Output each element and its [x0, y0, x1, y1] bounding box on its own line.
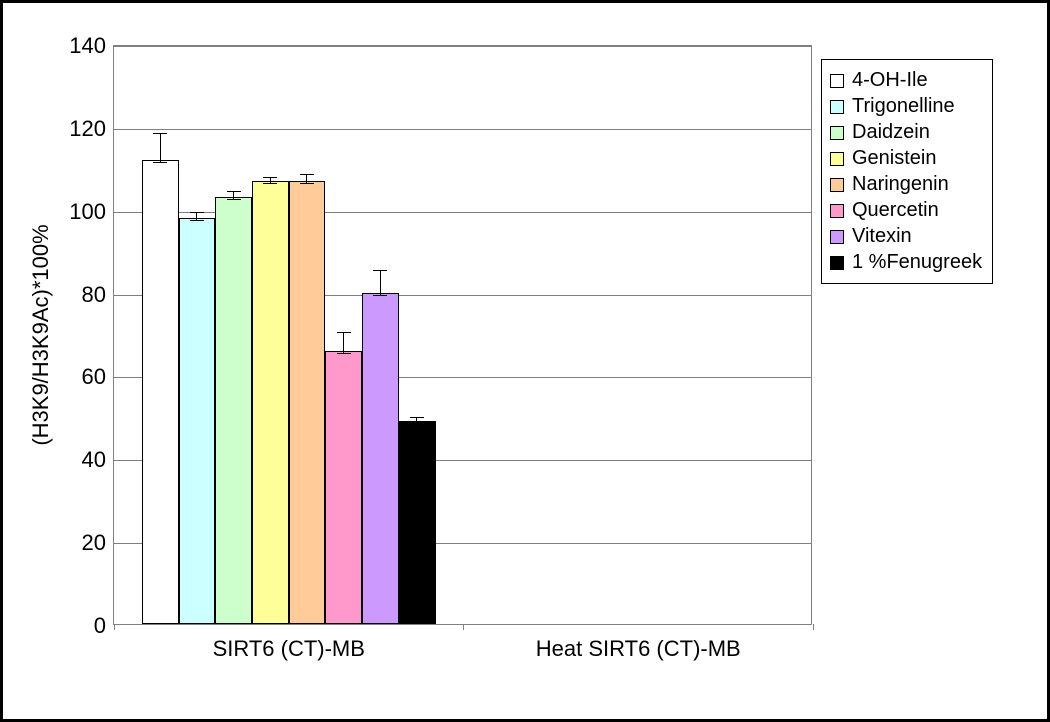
ytick-label: 140: [69, 33, 106, 59]
legend-label: Daidzein: [852, 121, 930, 144]
bar-vitexin: [362, 293, 399, 624]
error-cap: [190, 220, 204, 221]
legend-item: Daidzein: [830, 121, 982, 144]
legend-label: Genistein: [852, 147, 937, 170]
error-cap: [410, 417, 424, 418]
legend-label: Naringenin: [852, 173, 949, 196]
error-cap: [263, 177, 277, 178]
gridline: [114, 129, 811, 130]
error-bar: [160, 133, 161, 162]
bar-naringenin: [289, 181, 326, 624]
error-cap: [373, 295, 387, 296]
error-cap: [153, 133, 167, 134]
legend-label: 4-OH-Ile: [852, 69, 928, 92]
error-cap: [373, 270, 387, 271]
xtick-label: Heat SIRT6 (CT)-MB: [536, 636, 741, 662]
legend-label: Vitexin: [852, 225, 912, 248]
xtick-mark: [463, 624, 464, 630]
legend-swatch: [830, 230, 844, 244]
error-cap: [410, 423, 424, 424]
xtick-mark: [813, 624, 814, 630]
legend-item: 4-OH-Ile: [830, 69, 982, 92]
error-cap: [227, 191, 241, 192]
ytick-label: 20: [82, 530, 106, 556]
error-bar: [306, 174, 307, 182]
bar-quercetin: [325, 351, 362, 624]
legend-swatch: [830, 126, 844, 140]
error-cap: [263, 183, 277, 184]
legend-swatch: [830, 74, 844, 88]
xtick-mark: [114, 624, 115, 630]
error-bar: [233, 191, 234, 199]
error-bar: [196, 212, 197, 220]
y-axis-label: (H3K9/H3K9Ac)*100%: [28, 224, 54, 445]
error-cap: [337, 353, 351, 354]
legend-swatch: [830, 256, 844, 270]
legend-swatch: [830, 178, 844, 192]
error-cap: [300, 174, 314, 175]
plot-area: 020406080100120140SIRT6 (CT)-MBHeat SIRT…: [113, 45, 812, 625]
legend-item: Trigonelline: [830, 95, 982, 118]
legend-item: Naringenin: [830, 173, 982, 196]
error-cap: [227, 199, 241, 200]
legend-label: Quercetin: [852, 199, 939, 222]
xtick-label: SIRT6 (CT)-MB: [213, 636, 365, 662]
bar-genistein: [252, 181, 289, 624]
bar-4-oh-ile: [142, 160, 179, 624]
error-cap: [190, 212, 204, 213]
legend-item: Quercetin: [830, 199, 982, 222]
legend-label: 1 %Fenugreek: [852, 251, 982, 274]
error-cap: [153, 162, 167, 163]
ytick-label: 120: [69, 116, 106, 142]
ytick-label: 80: [82, 282, 106, 308]
error-cap: [337, 332, 351, 333]
legend-swatch: [830, 152, 844, 166]
legend-item: Genistein: [830, 147, 982, 170]
bar-trigonelline: [179, 218, 216, 624]
legend-item: 1 %Fenugreek: [830, 251, 982, 274]
ytick-label: 0: [94, 613, 106, 639]
error-bar: [380, 270, 381, 295]
error-cap: [300, 183, 314, 184]
legend-swatch: [830, 100, 844, 114]
legend-swatch: [830, 204, 844, 218]
gridline: [114, 46, 811, 47]
legend-label: Trigonelline: [852, 95, 955, 118]
bar-daidzein: [215, 197, 252, 624]
ytick-label: 40: [82, 447, 106, 473]
ytick-label: 60: [82, 364, 106, 390]
bar-1-fenugreek: [399, 421, 436, 624]
ytick-label: 100: [69, 199, 106, 225]
error-bar: [343, 332, 344, 353]
legend-item: Vitexin: [830, 225, 982, 248]
chart-frame: 0 20 40 60 80 100 120 140 SIRT6 (CT)-MB Heat SIRT…: [0, 0, 1050, 722]
legend-box: 4-OH-Ile Trigonelline Daidzein Genistein Nar…: [821, 59, 993, 284]
